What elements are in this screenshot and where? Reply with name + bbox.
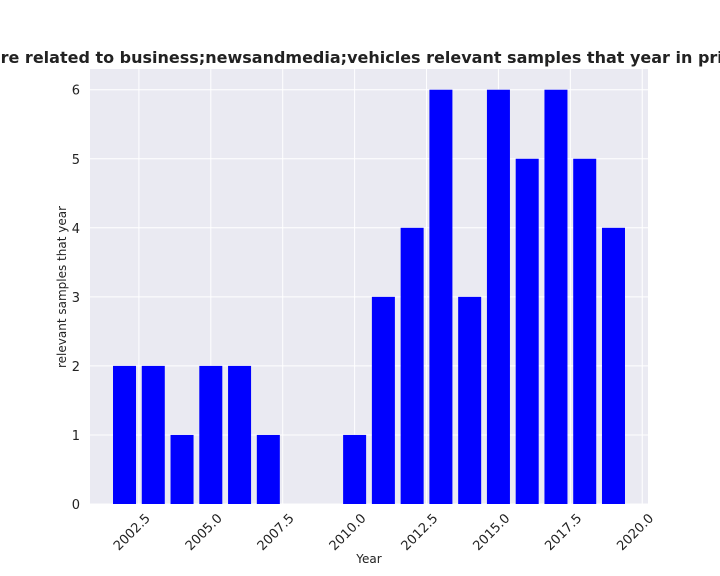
y-axis-label: relevant samples that year bbox=[55, 206, 69, 368]
x-tick-label: 2005.0 bbox=[183, 511, 226, 554]
bar bbox=[515, 158, 539, 504]
x-tick-label: 2017.5 bbox=[542, 511, 585, 554]
x-axis-ticks: 2002.5 2005.0 2007.5 2010.0 2012.5 2015.0 2017… bbox=[111, 511, 657, 554]
y-tick-label: 5 bbox=[72, 153, 80, 168]
chart-title: gories are related to business;newsandme… bbox=[0, 48, 720, 67]
y-tick-label: 3 bbox=[72, 291, 80, 306]
bar bbox=[400, 227, 424, 505]
x-tick-label: 2012.5 bbox=[399, 511, 442, 554]
y-tick-label: 4 bbox=[72, 222, 80, 237]
bar bbox=[199, 365, 223, 504]
x-tick-label: 2015.0 bbox=[470, 511, 513, 554]
bar bbox=[573, 158, 597, 504]
x-tick-label: 2020.0 bbox=[614, 511, 657, 554]
x-tick-label: 2007.5 bbox=[255, 511, 298, 554]
x-axis-label: Year bbox=[355, 552, 381, 566]
bar bbox=[170, 434, 194, 504]
bar bbox=[113, 365, 137, 504]
bar bbox=[544, 89, 568, 504]
bar bbox=[458, 296, 482, 504]
bar bbox=[256, 434, 280, 504]
y-axis-ticks: 0 1 2 3 4 5 6 bbox=[72, 84, 80, 513]
bar bbox=[228, 365, 252, 504]
bar bbox=[371, 296, 395, 504]
bars bbox=[113, 89, 625, 505]
y-tick-label: 2 bbox=[72, 360, 80, 375]
bar bbox=[486, 89, 510, 504]
x-tick-label: 2002.5 bbox=[111, 511, 154, 554]
bar bbox=[601, 227, 625, 505]
x-tick-label: 2010.0 bbox=[327, 511, 370, 554]
bar bbox=[141, 365, 165, 504]
y-tick-label: 0 bbox=[72, 498, 80, 513]
bar bbox=[343, 434, 367, 504]
y-tick-label: 6 bbox=[72, 84, 80, 99]
bar bbox=[429, 89, 453, 504]
y-tick-label: 1 bbox=[72, 429, 80, 444]
